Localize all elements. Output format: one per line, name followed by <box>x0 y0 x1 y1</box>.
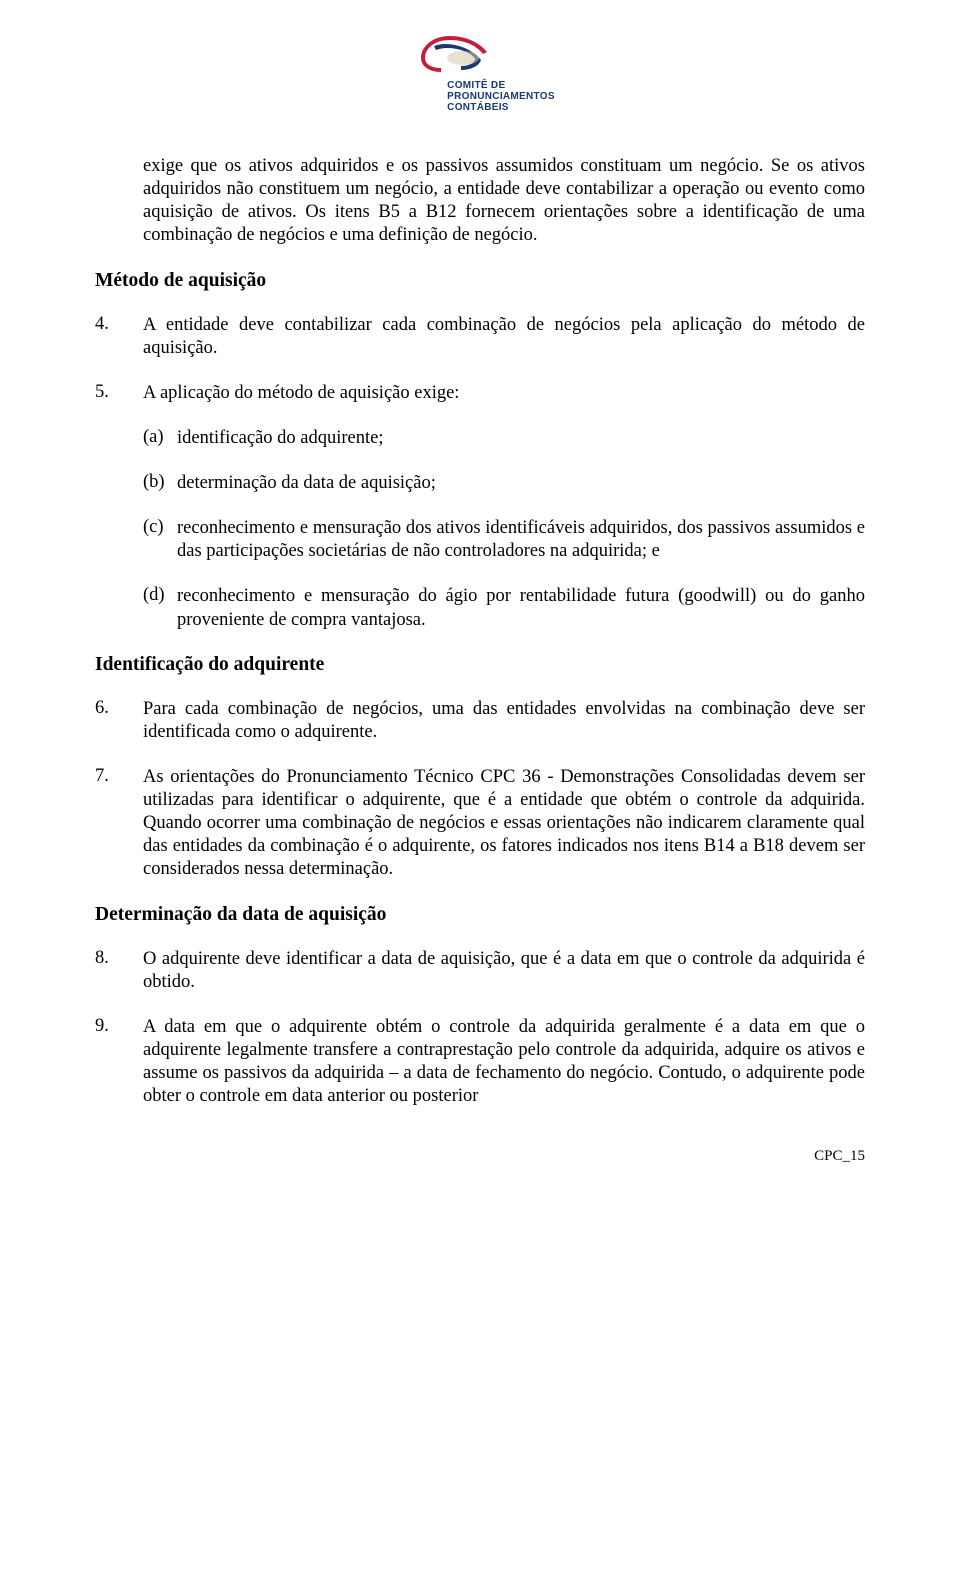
heading-identificacao-adquirente: Identificação do adquirente <box>95 654 865 676</box>
item-5c-lbl: (c) <box>143 517 177 563</box>
item-9: 9. A data em que o adquirente obtém o co… <box>95 1016 865 1109</box>
item-5-text: A aplicação do método de aquisição exige… <box>143 382 865 405</box>
logo-line-3: CONTÁBEIS <box>447 102 555 113</box>
item-5d-text: reconhecimento e mensuração do ágio por … <box>177 585 865 631</box>
item-8-num: 8. <box>95 948 143 994</box>
item-5-sublist: (a) identificação do adquirente; (b) det… <box>143 427 865 632</box>
logo-text: COMITÊ DE PRONUNCIAMENTOS CONTÁBEIS <box>447 80 555 113</box>
item-4-text: A entidade deve contabilizar cada combin… <box>143 314 865 360</box>
item-8-text: O adquirente deve identificar a data de … <box>143 948 865 994</box>
item-6: 6. Para cada combinação de negócios, uma… <box>95 698 865 744</box>
item-5a: (a) identificação do adquirente; <box>143 427 865 450</box>
heading-determinacao-data: Determinação da data de aquisição <box>95 904 865 926</box>
item-9-text: A data em que o adquirente obtém o contr… <box>143 1016 865 1109</box>
item-5d-lbl: (d) <box>143 585 177 631</box>
logo-line-2: PRONUNCIAMENTOS <box>447 91 555 102</box>
item-4-num: 4. <box>95 314 143 360</box>
item-5-num: 5. <box>95 382 143 405</box>
item-6-num: 6. <box>95 698 143 744</box>
item-5d: (d) reconhecimento e mensuração do ágio … <box>143 585 865 631</box>
item-7: 7. As orientações do Pronunciamento Técn… <box>95 766 865 882</box>
item-5b: (b) determinação da data de aquisição; <box>143 472 865 495</box>
item-5c-text: reconhecimento e mensuração dos ativos i… <box>177 517 865 563</box>
item-5a-lbl: (a) <box>143 427 177 450</box>
header-logo-area: COMITÊ DE PRONUNCIAMENTOS CONTÁBEIS <box>95 30 865 115</box>
item-7-text: As orientações do Pronunciamento Técnico… <box>143 766 865 882</box>
item-9-num: 9. <box>95 1016 143 1109</box>
heading-metodo-aquisicao: Método de aquisição <box>95 270 865 292</box>
intro-continuation: exige que os ativos adquiridos e os pass… <box>143 155 865 248</box>
item-5a-text: identificação do adquirente; <box>177 427 865 450</box>
cpc-logo-icon <box>415 30 545 78</box>
item-5c: (c) reconhecimento e mensuração dos ativ… <box>143 517 865 563</box>
item-5b-lbl: (b) <box>143 472 177 495</box>
item-4: 4. A entidade deve contabilizar cada com… <box>95 314 865 360</box>
logo-block: COMITÊ DE PRONUNCIAMENTOS CONTÁBEIS <box>405 30 555 113</box>
item-5: 5. A aplicação do método de aquisição ex… <box>95 382 865 405</box>
item-7-num: 7. <box>95 766 143 882</box>
item-8: 8. O adquirente deve identificar a data … <box>95 948 865 994</box>
item-5b-text: determinação da data de aquisição; <box>177 472 865 495</box>
item-6-text: Para cada combinação de negócios, uma da… <box>143 698 865 744</box>
page-footer: CPC_15 <box>95 1148 865 1165</box>
logo-line-1: COMITÊ DE <box>447 80 555 91</box>
